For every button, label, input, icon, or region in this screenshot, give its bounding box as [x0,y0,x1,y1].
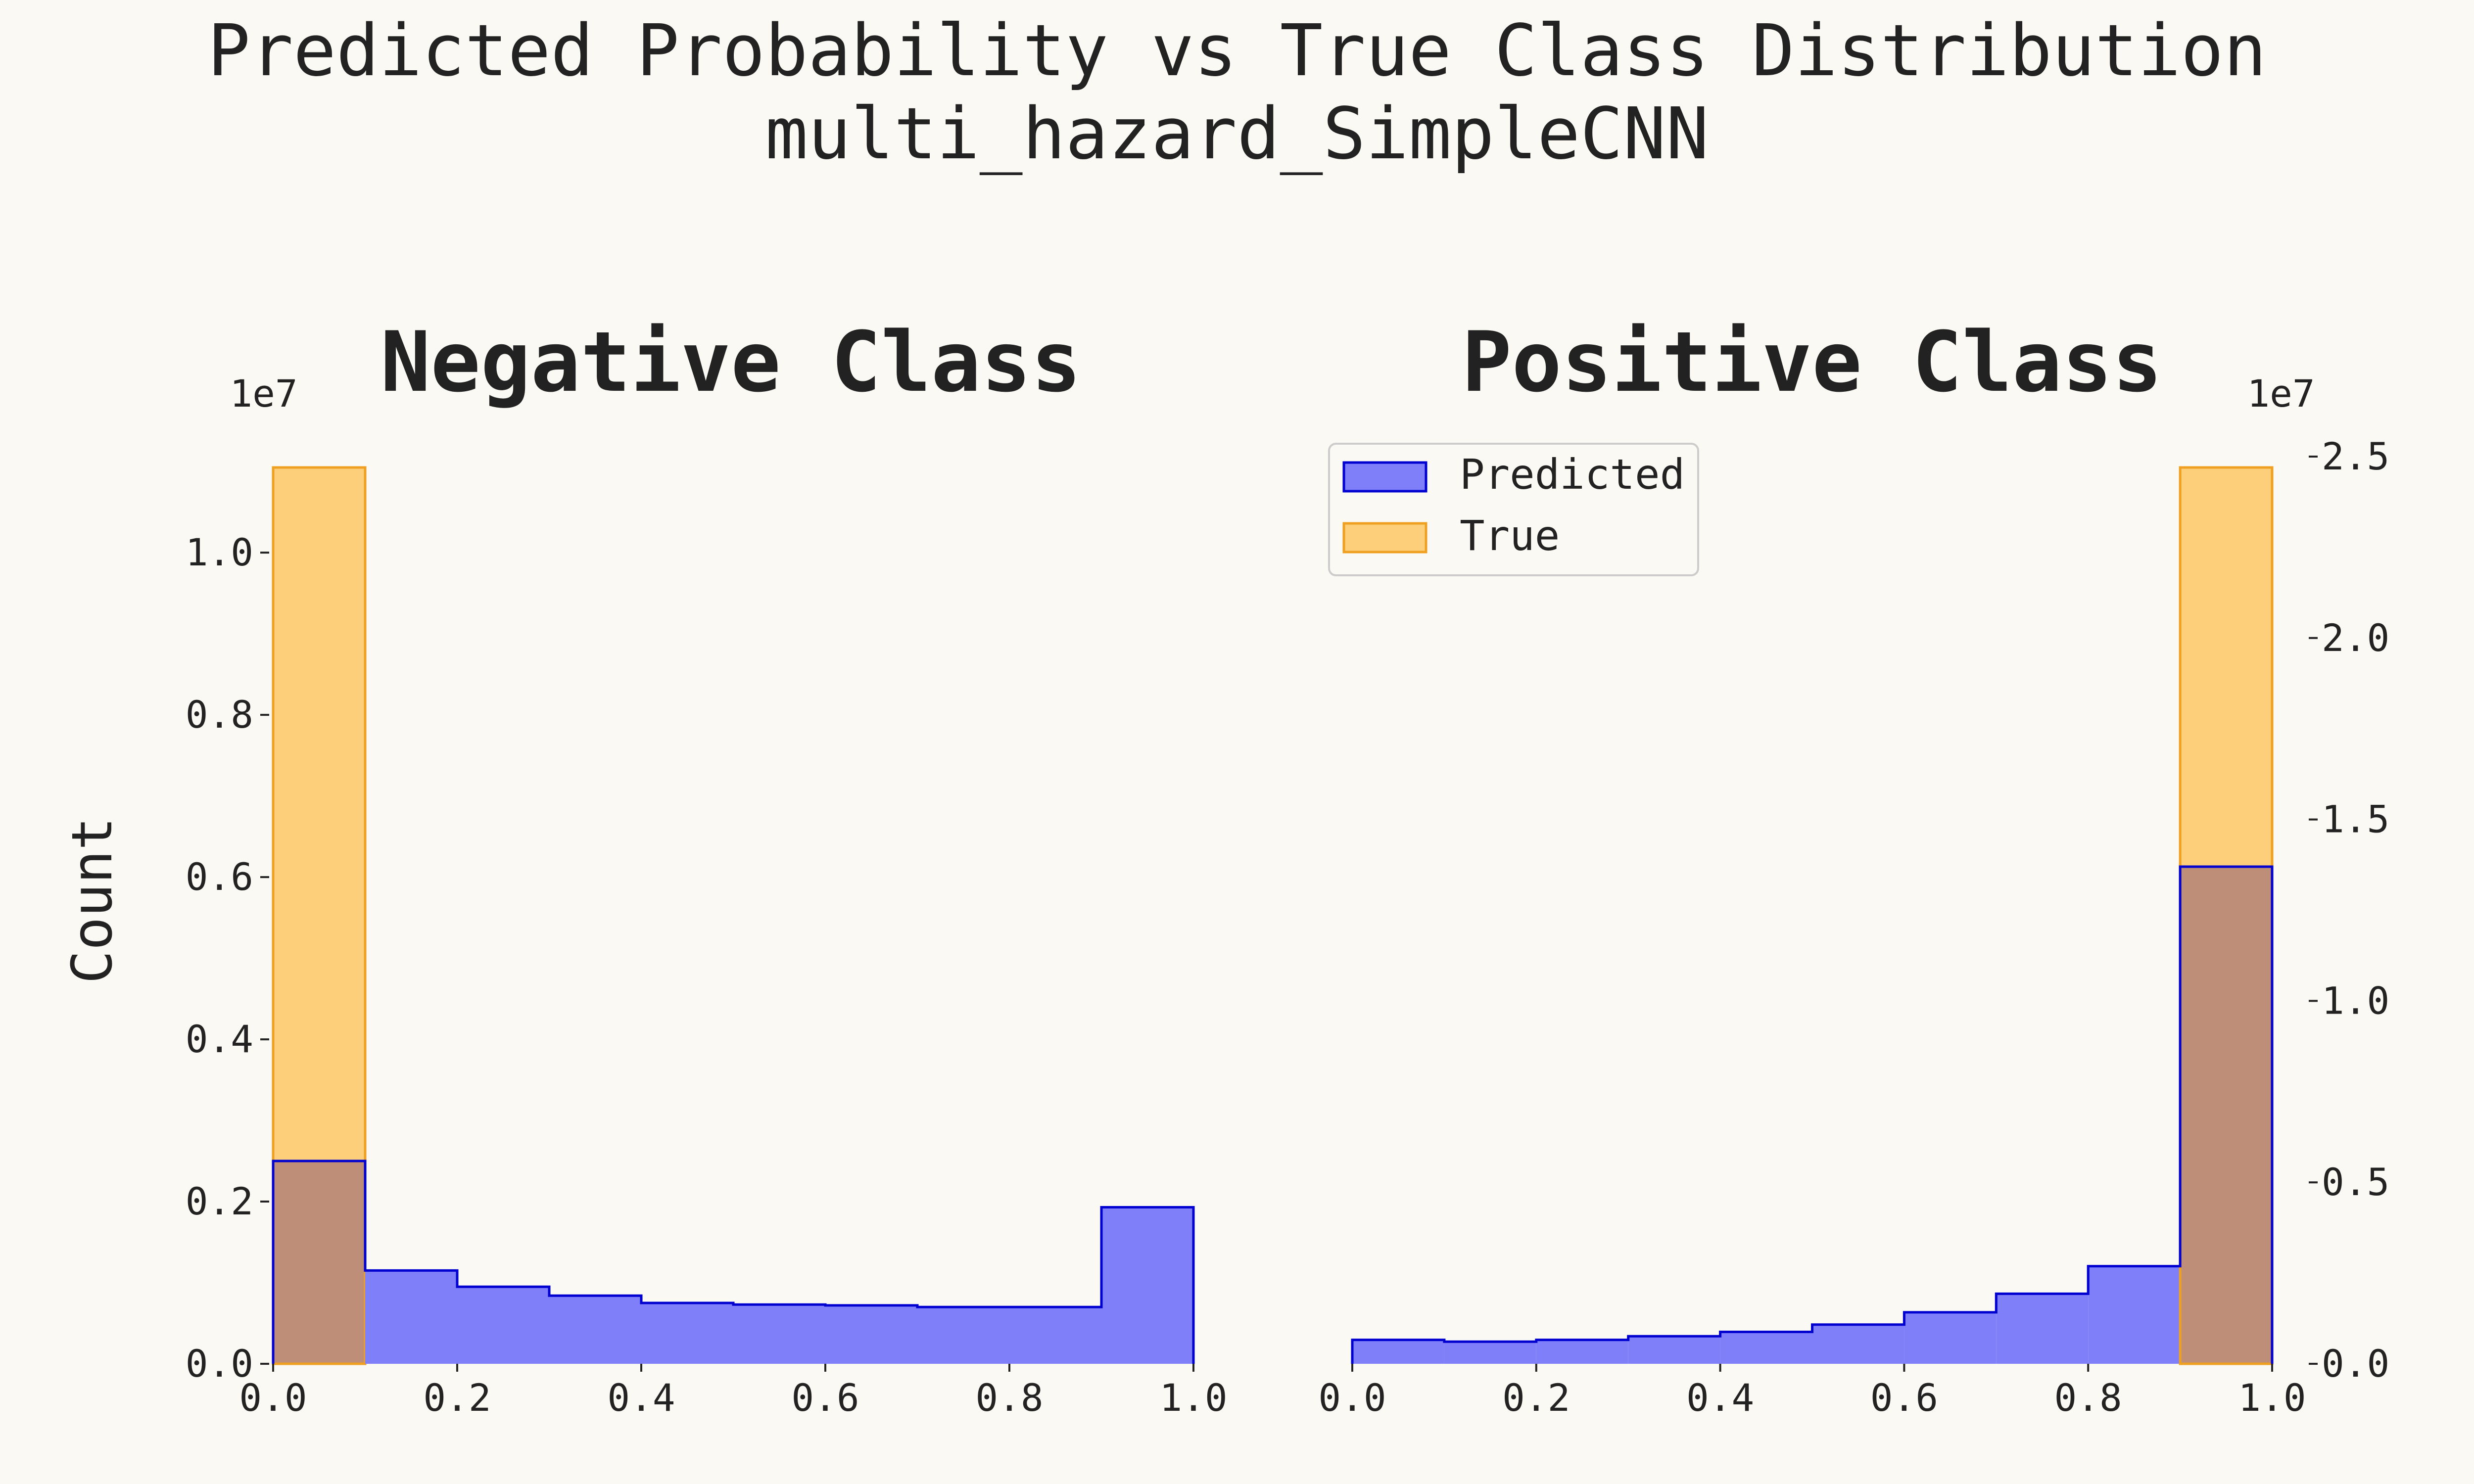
positive-class-predicted-bar-6 [1904,1312,1997,1364]
positive-class-ytick-label-2: 1.0 [2322,978,2389,1022]
negative-class-title: Negative Class [381,314,1081,411]
legend-swatch-predicted [1342,461,1427,493]
negative-class-predicted-bar-1 [365,1270,457,1364]
negative-class-predicted-bar-9 [1101,1207,1193,1364]
positive-class-xtick-label-1: 0.2 [1502,1376,1570,1420]
figure-title: Predicted Probability vs True Class Dist… [207,9,2266,92]
positive-class-ytick-label-5: 2.5 [2322,434,2389,478]
negative-class-predicted-bar-4 [641,1303,733,1364]
negative-class-ytick-label-0: 0.0 [186,1342,253,1386]
negative-class-xtick-label-4: 0.8 [975,1376,1043,1420]
positive-class-scale-label: 1e7 [2247,371,2315,416]
negative-class-xtick-label-0: 0.0 [239,1376,307,1420]
negative-class-predicted-bar-8 [1009,1307,1101,1364]
legend: Predicted True [1328,443,1699,576]
positive-class-axes: 0.0 0.2 0.4 0.6 0.8 1.0 0.0 0.5 1.0 1.5 2.0 2.5 [1318,434,2389,1420]
positive-class-predicted-bar-2 [1536,1340,1628,1364]
positive-class-predicted-bar-3 [1628,1336,1720,1364]
positive-class-predicted-bar-8 [2088,1266,2181,1364]
negative-class-ytick-label-5: 1.0 [186,530,253,574]
positive-class-bars [1351,466,2274,1365]
positive-class-title: Positive Class [1462,314,2162,411]
positive-class-ytick-label-4: 2.0 [2322,616,2389,660]
negative-class-predicted-bar-2 [457,1287,549,1364]
positive-class-xtick-label-5: 1.0 [2238,1376,2306,1420]
positive-class-ytick-label-0: 0.0 [2322,1342,2389,1386]
negative-class-predicted-bar-5 [733,1304,825,1364]
negative-class-predicted-outline [272,1159,1195,1364]
negative-class-predicted-bar-6 [825,1305,917,1364]
negative-class-scale-label: 1e7 [230,371,297,416]
legend-label-predicted: Predicted [1460,450,1685,499]
negative-class-predicted-bar-3 [549,1296,641,1364]
negative-class-xtick-label-5: 1.0 [1159,1376,1227,1420]
positive-class-predicted-bar-5 [1812,1324,1904,1364]
negative-class-true-bar-edge-0 [272,466,367,1365]
positive-class-predicted-bar-4 [1720,1332,1812,1364]
negative-class-axes: 0.0 0.2 0.4 0.6 0.8 1.0 0.0 0.2 0.4 0.6 0.8 1.0 [186,530,1228,1420]
negative-class-ytick-label-3: 0.6 [186,855,253,899]
negative-class-xtick-label-1: 0.2 [423,1376,491,1420]
positive-class-xtick-label-3: 0.6 [1870,1376,1938,1420]
negative-class-predicted-bar-0 [273,1161,365,1364]
negative-class-xtick-label-3: 0.6 [791,1376,859,1420]
positive-class-panel: Positive Class 1e7 0.0 0.2 0.4 0.6 0.8 1.00.0… [1318,314,2389,1420]
legend-label-true: True [1460,511,1560,560]
positive-class-xtick-label-2: 0.4 [1686,1376,1754,1420]
legend-swatch-true [1342,522,1427,554]
positive-class-xtick-label-0: 0.0 [1318,1376,1386,1420]
positive-class-xtick-label-4: 0.8 [2054,1376,2122,1420]
negative-class-ytick-label-1: 0.2 [186,1179,253,1223]
negative-class-predicted-bar-7 [917,1307,1009,1364]
positive-class-predicted-bar-7 [1996,1294,2089,1364]
positive-class-predicted-bar-9 [2180,866,2272,1364]
figure-subtitle: multi_hazard_SimpleCNN [765,92,1709,175]
negative-class-panel: Negative Class Count 1e7 0.0 0.2 0.4 0.6 0.8… [60,314,1228,1420]
negative-class-bars [272,466,1195,1365]
negative-class-ytick-label-2: 0.4 [186,1017,253,1061]
positive-class-ytick-label-1: 0.5 [2322,1160,2389,1204]
negative-class-xtick-label-2: 0.4 [607,1376,675,1420]
positive-class-predicted-outline [1351,865,2274,1364]
positive-class-predicted-bar-0 [1352,1340,1444,1364]
positive-class-ytick-label-3: 1.5 [2322,797,2389,841]
negative-class-ytick-label-4: 0.8 [186,693,253,737]
positive-class-predicted-bar-1 [1444,1342,1536,1364]
negative-class-ylabel: Count [60,817,125,983]
